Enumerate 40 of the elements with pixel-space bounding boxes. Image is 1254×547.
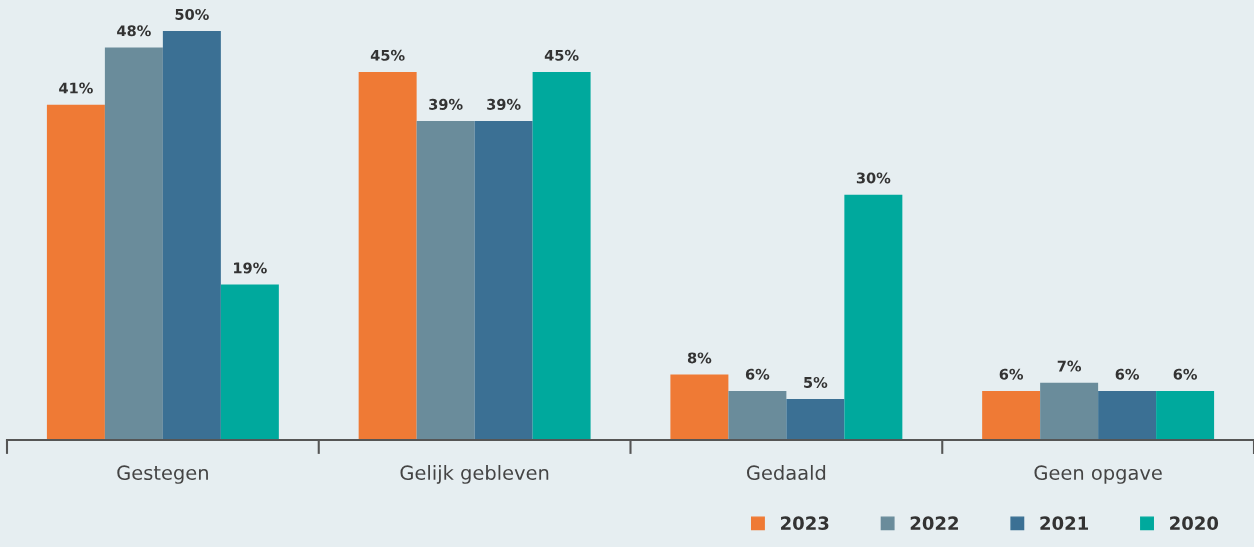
data-label: 45%	[370, 49, 405, 61]
bar	[474, 121, 533, 440]
bar	[728, 390, 787, 440]
x-tick-label: Gedaald	[746, 465, 826, 481]
bar	[1098, 390, 1157, 440]
data-label: 19%	[234, 262, 267, 274]
bar	[416, 121, 475, 440]
bar	[46, 104, 105, 440]
bar	[358, 71, 417, 440]
legend-label: 2021	[1040, 516, 1088, 530]
data-label: 6%	[1115, 368, 1140, 380]
bar	[982, 390, 1041, 440]
x-tick-label: Gelijk gebleven	[400, 465, 549, 484]
bar	[844, 194, 903, 440]
bar	[162, 31, 221, 440]
data-label: 6%	[1173, 368, 1198, 380]
legend-label: 2020	[1170, 516, 1219, 530]
legend-label: 2023	[781, 516, 829, 530]
x-tick-label: Gestegen	[117, 465, 208, 484]
data-label: 8%	[687, 352, 712, 364]
x-tick-label: Geen opgave	[1034, 465, 1162, 484]
legend-label: 2022	[910, 516, 958, 530]
data-label: 6%	[745, 368, 770, 380]
bar	[1040, 382, 1099, 440]
data-label: 41%	[59, 82, 93, 94]
data-label: 39%	[429, 98, 463, 110]
data-label: 39%	[487, 98, 521, 110]
bar	[220, 284, 279, 440]
data-label: 45%	[544, 49, 579, 61]
data-label: 6%	[999, 368, 1024, 380]
bar	[1156, 390, 1215, 440]
bar	[532, 71, 591, 440]
bar	[786, 399, 845, 440]
data-label: 5%	[804, 376, 828, 388]
data-label: 50%	[175, 8, 209, 20]
data-label: 7%	[1057, 360, 1082, 372]
bar	[104, 47, 163, 440]
data-label: 30%	[856, 172, 891, 184]
bar	[670, 374, 729, 440]
data-label: 48%	[117, 25, 151, 37]
